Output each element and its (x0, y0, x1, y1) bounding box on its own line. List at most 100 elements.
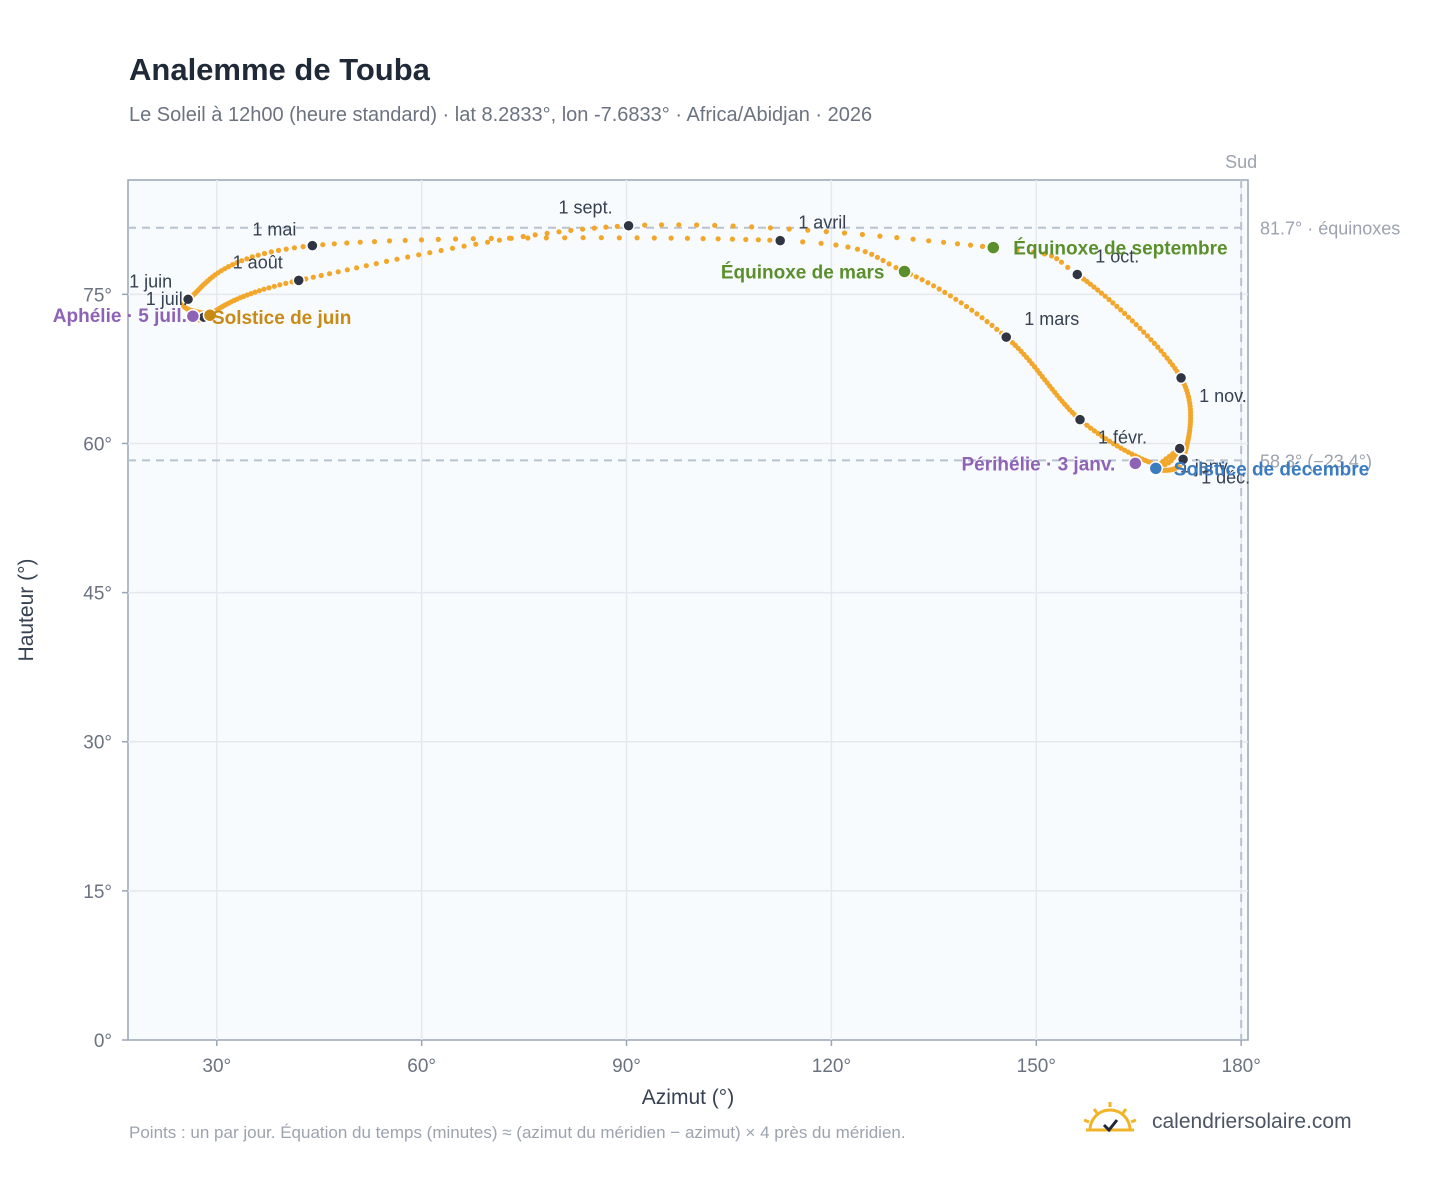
daily-sun-point (331, 241, 337, 247)
brand-name[interactable]: calendriersolaire.com (1152, 1110, 1352, 1133)
reference-lines: Sud 81.7° · équinoxes 58.3° (−23.4°) (128, 152, 1400, 1040)
daily-sun-point (520, 233, 526, 240)
daily-sun-point (767, 237, 773, 243)
daily-sun-point (841, 230, 848, 236)
daily-sun-point (1110, 300, 1116, 306)
daily-sun-point (1030, 249, 1037, 255)
daily-sun-point (580, 226, 586, 232)
daily-sun-point (994, 326, 1000, 332)
daily-sun-point (1125, 314, 1132, 320)
daily-sun-point (344, 240, 350, 246)
daily-sun-point (268, 249, 274, 255)
daily-sun-point (616, 235, 622, 241)
daily-sun-point (942, 289, 948, 295)
daily-sun-point (786, 226, 792, 232)
daily-sun-point (1137, 325, 1143, 331)
daily-sun-point (1144, 333, 1150, 339)
daily-sun-point (508, 235, 514, 241)
month-label: 1 avril (798, 213, 846, 233)
daily-sun-point (818, 240, 824, 246)
daily-sun-point (963, 303, 970, 310)
daily-sun-point (354, 265, 360, 271)
x-tick-label: 120° (812, 1056, 851, 1077)
daily-sun-point (823, 229, 829, 235)
daily-sun-point (283, 280, 289, 286)
daily-sun-point (1065, 264, 1071, 270)
daily-sun-point (383, 258, 390, 264)
daily-sun-point (874, 254, 881, 260)
month-label: 1 sept. (559, 198, 613, 218)
brand[interactable]: calendriersolaire.com (1082, 1100, 1352, 1144)
y-tick-label: 30° (83, 733, 112, 754)
daily-sun-point (642, 222, 648, 228)
daily-sun-point (684, 235, 691, 241)
daily-sun-point (1098, 290, 1104, 296)
daily-sun-point (1122, 310, 1128, 317)
event-label: Équinoxe de septembre (1013, 238, 1227, 260)
x-tick-label: 150° (1017, 1056, 1056, 1077)
daily-sun-point (1151, 340, 1157, 346)
daily-sun-point (394, 256, 400, 262)
daily-sun-point (979, 243, 986, 249)
month-marker (292, 274, 305, 287)
x-tick-label: 30° (202, 1056, 231, 1077)
axis-ticks: 30° 60° 90° 120° 150° 180° 0° 15° 30° 45° 60° 75° (83, 285, 1261, 1077)
daily-sun-point (941, 239, 947, 245)
daily-sun-point (326, 271, 333, 277)
daily-sun-point (1118, 445, 1124, 451)
x-axis-label: Azimut (°) (642, 1086, 734, 1109)
event-label: Solstice de juin (212, 308, 351, 329)
daily-sun-point (453, 236, 459, 242)
daily-sun-point (1114, 443, 1120, 449)
daily-sun-point (729, 236, 736, 242)
footnote: Points : un par jour. Équation du temps … (129, 1123, 906, 1142)
daily-sun-point (910, 236, 916, 242)
daily-sun-point (859, 231, 866, 238)
daily-sun-point (979, 315, 985, 321)
daily-sun-point (668, 235, 674, 241)
daily-sun-point (1102, 293, 1108, 299)
daily-sun-point (386, 238, 393, 244)
daily-sun-point (543, 235, 549, 241)
daily-sun-point (598, 235, 604, 241)
daily-sun-point (926, 238, 932, 244)
daily-sun-point (936, 286, 942, 292)
daily-sun-point (562, 235, 568, 241)
daily-sun-point (234, 260, 240, 266)
daily-sun-point (248, 291, 254, 297)
daily-sun-point (427, 250, 433, 256)
daily-sun-point (1041, 251, 1048, 257)
daily-sun-point (833, 242, 839, 248)
daily-sun-point (1014, 247, 1020, 253)
daily-sun-point (953, 296, 959, 302)
daily-sun-point (974, 311, 980, 317)
month-label: 1 janv. (1180, 456, 1232, 476)
daily-sun-point (283, 246, 289, 252)
month-label: 1 août (233, 252, 283, 272)
daily-sun-point (435, 236, 441, 242)
daily-sun-point (1054, 256, 1060, 262)
y-tick-label: 60° (83, 434, 112, 455)
daily-sun-point (1158, 348, 1164, 354)
daily-sun-point (1095, 430, 1101, 437)
daily-sun-point (1164, 355, 1170, 361)
y-tick-label: 0° (94, 1031, 112, 1052)
daily-sun-point (862, 249, 868, 255)
daily-sun-point (373, 261, 379, 267)
grid-lines (128, 180, 1248, 1040)
daily-sun-point (614, 223, 620, 229)
daily-sun-point (715, 236, 721, 242)
daily-sun-point (568, 227, 574, 233)
daily-sun-point (544, 230, 550, 236)
daily-sun-point (947, 293, 954, 299)
month-marker (999, 330, 1013, 344)
daily-sun-point (252, 289, 258, 295)
month-label: 1 mai (252, 220, 296, 240)
equinox-marker (986, 240, 1001, 255)
solstice-december-marker (1148, 461, 1164, 476)
daily-sun-point (291, 245, 297, 251)
daily-sun-point (256, 288, 262, 294)
daily-sun-point (473, 241, 479, 247)
daily-sun-point (1148, 337, 1154, 343)
